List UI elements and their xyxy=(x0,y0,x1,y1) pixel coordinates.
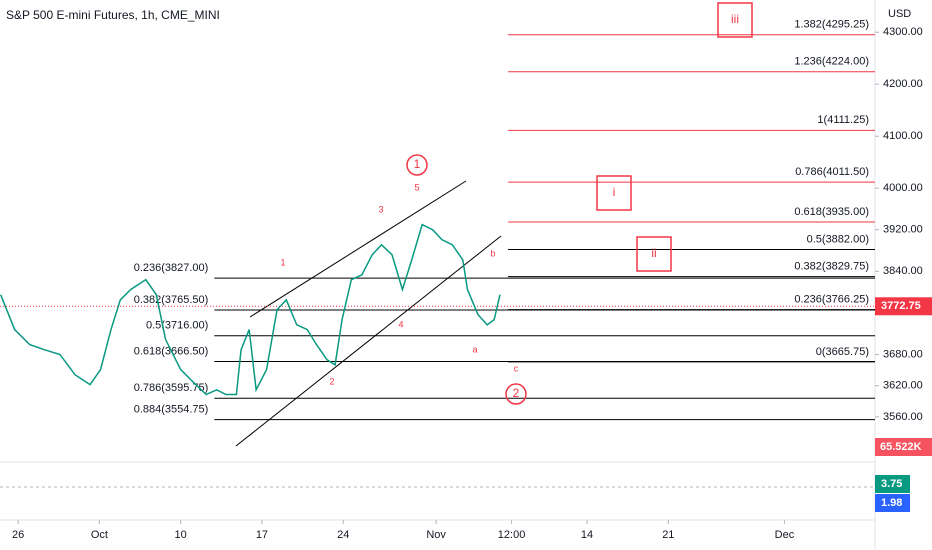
wave-label: 1 xyxy=(280,257,285,267)
channel-line xyxy=(249,180,467,318)
y-tick-label: 3920.00 xyxy=(883,224,923,236)
y-tick-label: 3680.00 xyxy=(883,348,923,360)
fib-label: 0.5(3882.00) xyxy=(807,233,869,245)
wave-label: 2 xyxy=(513,386,520,400)
x-tick-label: 24 xyxy=(337,529,349,541)
x-tick-label: 17 xyxy=(256,529,268,541)
wave-box xyxy=(636,236,672,272)
oscillator-tag xyxy=(875,494,910,512)
wave-label: 5 xyxy=(414,182,419,192)
x-tick-label: 21 xyxy=(662,529,674,541)
wave-label: 1 xyxy=(414,157,421,171)
volume-label: 65.522K xyxy=(880,441,922,453)
wave-label: iii xyxy=(731,12,739,26)
fib-label: 1.236(4224.00) xyxy=(794,56,869,68)
wave-label: 4 xyxy=(398,319,403,329)
wave-label: 3 xyxy=(378,204,383,214)
y-tick-label: 4000.00 xyxy=(883,182,923,194)
fib-label: 0.786(3595.75) xyxy=(134,382,209,394)
x-tick-label: Dec xyxy=(775,529,795,541)
x-tick-label: Nov xyxy=(426,529,446,541)
y-tick-label: 3840.00 xyxy=(883,265,923,277)
fib-label: 0.618(3935.00) xyxy=(794,206,869,218)
last-price-label: 3772.75 xyxy=(881,300,921,312)
fib-label: 1.382(4295.25) xyxy=(794,19,869,31)
x-tick-label: 14 xyxy=(581,529,593,541)
wave-label: ii xyxy=(651,246,656,260)
price-line xyxy=(0,223,501,396)
oscillator-label: 3.75 xyxy=(881,478,902,490)
volume-tag xyxy=(875,438,932,456)
fib-label: 0.236(3827.00) xyxy=(134,262,209,274)
oscillator-label: 1.98 xyxy=(881,497,902,509)
x-tick-label: Oct xyxy=(91,529,108,541)
fib-label: 0.236(3766.25) xyxy=(794,294,869,306)
x-tick-label: 10 xyxy=(175,529,187,541)
fib-label: 0(3665.75) xyxy=(816,346,869,358)
fib-label: 0.5(3716.00) xyxy=(146,320,208,332)
y-tick-label: 4300.00 xyxy=(883,26,923,38)
currency: USD xyxy=(888,8,911,20)
x-tick-label: 12:00 xyxy=(498,529,526,541)
x-tick-label: 26 xyxy=(12,529,24,541)
fib-label: 1(4111.25) xyxy=(817,114,869,126)
channel-line xyxy=(235,235,502,447)
wave-circle xyxy=(505,383,527,405)
fib-label: 0.382(3765.50) xyxy=(134,294,209,306)
wave-box xyxy=(596,175,632,211)
y-tick-label: 3620.00 xyxy=(883,380,923,392)
wave-label: a xyxy=(472,344,477,354)
wave-label: i xyxy=(613,185,616,199)
last-price-tag xyxy=(875,297,932,316)
y-tick-label: 4200.00 xyxy=(883,78,923,90)
wave-circle xyxy=(406,154,428,176)
fib-label: 0.786(4011.50) xyxy=(795,166,869,178)
oscillator-tag xyxy=(875,475,910,493)
wave-label: c xyxy=(514,363,519,373)
fib-label: 0.884(3554.75) xyxy=(134,403,209,415)
y-tick-label: 3560.00 xyxy=(883,411,923,423)
fib-label: 0.382(3829.75) xyxy=(794,261,869,273)
y-tick-label: 4100.00 xyxy=(883,130,923,142)
wave-box xyxy=(717,2,753,38)
wave-label: b xyxy=(490,248,495,258)
chart-title: S&P 500 E-mini Futures, 1h, CME_MINI xyxy=(6,8,220,22)
wave-label: 2 xyxy=(329,376,334,386)
